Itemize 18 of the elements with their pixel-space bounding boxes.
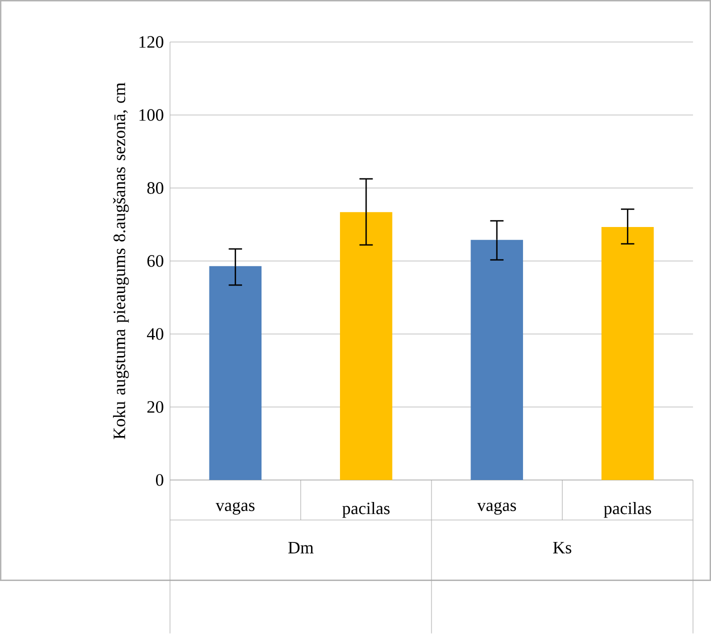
x-tick-label: pacilas xyxy=(604,502,652,518)
y-axis-title: Koku augstuma pieaugums 8.augšanas sezonā, cm xyxy=(113,82,129,440)
x-tick-label: vagas xyxy=(216,502,254,515)
y-tick-label: 100 xyxy=(139,109,164,122)
y-tick-label: 80 xyxy=(147,182,164,194)
bar xyxy=(470,240,524,480)
text: Dm xyxy=(288,542,314,554)
bar xyxy=(340,212,392,480)
text: Ks xyxy=(553,542,572,554)
x-tick-label: vagas xyxy=(477,502,516,515)
y-tick-label: 0 xyxy=(156,474,164,486)
y-tick-label: 40 xyxy=(146,328,164,340)
bar xyxy=(601,227,654,480)
bar xyxy=(209,266,262,480)
y-tick-label: 120 xyxy=(139,36,164,48)
x-tick-label: pacilas xyxy=(342,502,390,518)
y-tick-label: 20 xyxy=(147,401,164,414)
y-tick-label: 60 xyxy=(147,255,164,268)
